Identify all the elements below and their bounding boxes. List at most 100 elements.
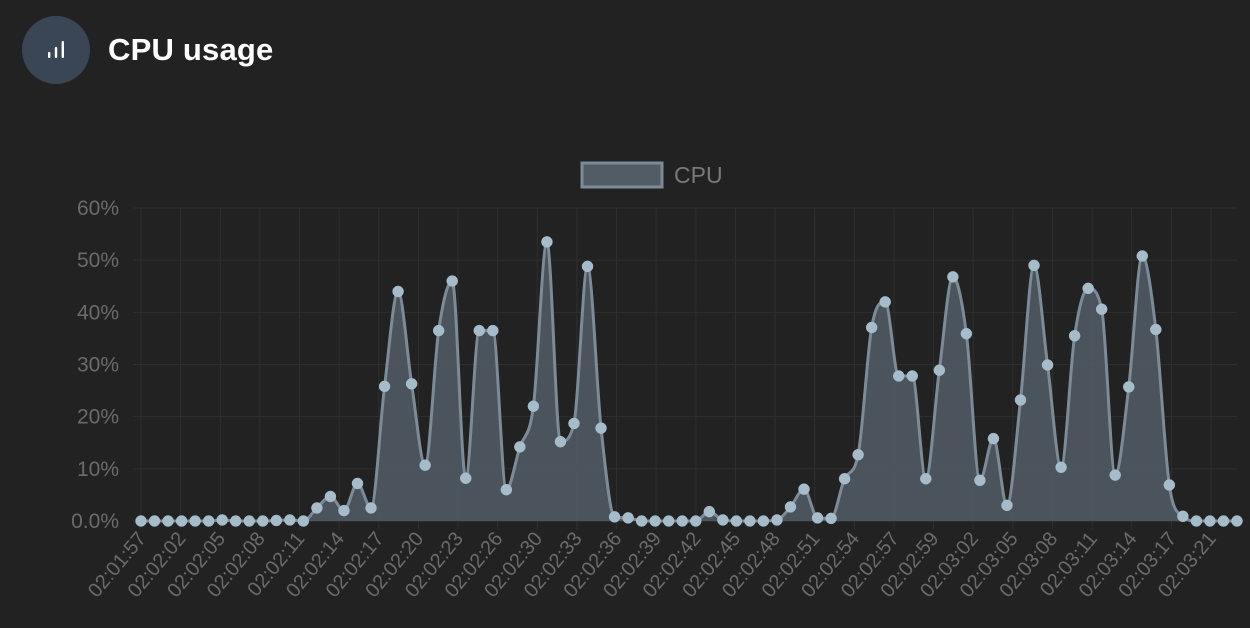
data-point[interactable] (500, 483, 513, 496)
data-point[interactable] (392, 285, 404, 298)
data-point[interactable] (189, 515, 201, 527)
data-point[interactable] (1055, 461, 1067, 474)
data-point[interactable] (257, 515, 269, 527)
data-point[interactable] (527, 400, 540, 412)
data-point[interactable] (717, 514, 729, 526)
data-point[interactable] (243, 515, 255, 527)
data-point[interactable] (825, 512, 837, 525)
bar-chart-icon (22, 16, 90, 84)
data-point[interactable] (541, 236, 553, 248)
data-point[interactable] (1109, 469, 1121, 481)
data-point[interactable] (1082, 282, 1094, 295)
x-axis-ticks: 02:01:5702:02:0202:02:0502:02:0802:02:11… (84, 528, 1221, 602)
data-point[interactable] (1150, 323, 1162, 336)
data-point[interactable] (568, 417, 580, 430)
data-point[interactable] (676, 515, 688, 527)
data-point[interactable] (459, 472, 472, 484)
data-point[interactable] (974, 474, 986, 487)
data-point[interactable] (798, 483, 810, 495)
legend-label[interactable]: CPU (674, 162, 723, 188)
data-point[interactable] (987, 432, 1000, 445)
data-point[interactable] (960, 327, 973, 340)
data-point[interactable] (351, 477, 364, 490)
y-tick-label: 10% (77, 458, 119, 481)
legend-swatch[interactable] (580, 161, 664, 189)
data-point[interactable] (892, 370, 905, 382)
data-point[interactable] (703, 505, 716, 518)
data-point[interactable] (1041, 359, 1054, 371)
data-point[interactable] (1028, 259, 1040, 272)
data-point[interactable] (1123, 381, 1135, 393)
y-tick-label: 60% (77, 197, 119, 220)
data-point[interactable] (162, 515, 174, 527)
data-point[interactable] (622, 512, 634, 524)
data-point[interactable] (419, 459, 431, 471)
data-point[interactable] (1136, 250, 1149, 262)
data-point[interactable] (933, 364, 946, 376)
data-point[interactable] (1095, 303, 1108, 315)
chart-header: CPU usage (22, 16, 273, 84)
data-point[interactable] (595, 422, 607, 434)
data-point[interactable] (920, 472, 932, 485)
data-point[interactable] (947, 271, 959, 283)
data-point[interactable] (1014, 394, 1027, 406)
data-point[interactable] (730, 515, 743, 527)
series-area-fill (141, 241, 1237, 521)
data-point[interactable] (284, 514, 296, 526)
data-point[interactable] (487, 324, 499, 337)
data-point[interactable] (690, 515, 702, 527)
data-point[interactable] (202, 515, 215, 527)
data-point[interactable] (852, 448, 864, 461)
data-point[interactable] (1177, 510, 1189, 523)
data-point[interactable] (1190, 515, 1203, 527)
data-point[interactable] (405, 378, 418, 390)
data-point[interactable] (365, 502, 377, 514)
series-cpu (135, 236, 1243, 527)
y-tick-label: 0.0% (71, 510, 119, 533)
data-point[interactable] (432, 324, 445, 337)
data-point[interactable] (581, 260, 594, 273)
data-point[interactable] (1204, 515, 1216, 527)
data-point[interactable] (1163, 479, 1176, 491)
data-point[interactable] (229, 515, 242, 527)
data-point[interactable] (135, 515, 147, 527)
data-point[interactable] (175, 515, 188, 527)
data-point[interactable] (771, 514, 783, 526)
data-point[interactable] (1217, 515, 1230, 527)
data-point[interactable] (446, 275, 458, 287)
data-point[interactable] (1001, 499, 1013, 512)
data-point[interactable] (473, 324, 486, 337)
data-point[interactable] (216, 514, 228, 526)
data-point[interactable] (311, 502, 323, 514)
data-point[interactable] (811, 512, 824, 524)
y-axis-ticks: 0.0% 10% 20% 30% 40% 50% 60% (71, 197, 119, 533)
y-tick-label: 20% (77, 406, 119, 429)
data-point[interactable] (378, 380, 391, 393)
data-point[interactable] (879, 296, 891, 308)
page-title: CPU usage (108, 32, 274, 67)
data-point[interactable] (757, 515, 770, 527)
data-point[interactable] (1068, 330, 1081, 342)
data-point[interactable] (865, 321, 878, 334)
data-point[interactable] (324, 490, 337, 503)
data-point[interactable] (662, 515, 675, 527)
data-point[interactable] (338, 504, 350, 517)
data-point[interactable] (514, 441, 526, 453)
y-tick-label: 50% (77, 249, 119, 272)
data-point[interactable] (838, 472, 851, 485)
data-point[interactable] (148, 515, 161, 527)
data-point[interactable] (649, 515, 661, 527)
data-point[interactable] (1231, 515, 1243, 527)
data-point[interactable] (297, 515, 310, 527)
data-point[interactable] (906, 370, 919, 382)
data-point[interactable] (744, 515, 756, 527)
data-point[interactable] (784, 501, 797, 513)
chart-legend[interactable]: CPU (580, 161, 723, 189)
y-tick-label: 30% (77, 354, 119, 377)
data-point[interactable] (608, 511, 621, 523)
data-point[interactable] (554, 435, 567, 448)
data-point[interactable] (270, 514, 283, 527)
y-tick-label: 40% (77, 301, 119, 324)
data-point[interactable] (635, 515, 648, 527)
